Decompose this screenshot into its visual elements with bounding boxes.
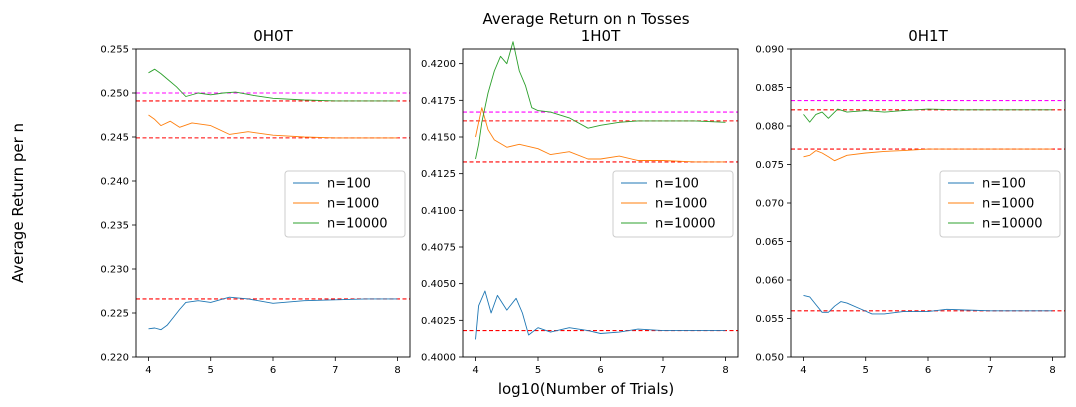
legend-label: n=1000 (982, 197, 1034, 212)
series-line-n-100 (803, 294, 1053, 315)
legend-box (939, 170, 1061, 238)
legend-label: n=10000 (327, 217, 388, 232)
y-tick-label: 0.230 (100, 265, 129, 276)
y-tick-label: 0.4125 (421, 169, 456, 180)
y-tick-label: 0.050 (755, 353, 784, 364)
y-tick-label: 0.4200 (421, 59, 456, 70)
series-line-n-100 (148, 296, 398, 331)
chart-panel-3: 0H1T 4 5 6 7 8 0.050 0.055 0.060 0.065 0.070 0.075 0… (755, 27, 1066, 376)
y-tick-label: 0.225 (100, 309, 129, 320)
x-tick-label: 5 (535, 365, 541, 376)
x-tick-label: 8 (722, 365, 728, 376)
y-tick-label: 0.090 (755, 45, 784, 56)
chart-panel-1: 0H0T 4 5 6 7 8 0.220 0.225 0.230 0.235 0.240 0.245 0… (100, 27, 411, 376)
x-tick-label: 7 (332, 365, 338, 376)
panel-title: 1H0T (581, 27, 621, 45)
y-tick-label: 0.220 (100, 353, 129, 364)
x-tick-label: 6 (925, 365, 931, 376)
y-tick-label: 0.235 (100, 221, 129, 232)
y-tick-label: 0.4150 (421, 133, 456, 144)
chart-panel-2: 1H0T 4 5 6 7 8 0.4000 0.4025 0.4050 0.4075 0.4100 0… (421, 27, 739, 376)
series-line-n-10000 (148, 68, 398, 102)
figure-xlabel: log10(Number of Trials) (498, 380, 674, 398)
series-line-n-1000 (475, 107, 726, 163)
y-tick-label: 0.075 (755, 160, 784, 171)
y-tick-label: 0.4000 (421, 353, 456, 364)
y-tick-label: 0.4075 (421, 243, 456, 254)
x-tick-label: 4 (145, 365, 151, 376)
legend: n=100 n=1000 n=10000 (284, 170, 406, 238)
y-tick-label: 0.060 (755, 276, 784, 287)
legend-label: n=100 (982, 177, 1026, 192)
legend-label: n=10000 (982, 217, 1043, 232)
y-tick-label: 0.4050 (421, 279, 456, 290)
series-line-n-10000 (803, 108, 1053, 123)
legend-label: n=10000 (655, 217, 716, 232)
y-tick-label: 0.070 (755, 199, 784, 210)
legend-label: n=100 (327, 177, 371, 192)
series-line-n-10000 (475, 41, 726, 160)
x-tick-label: 4 (472, 365, 478, 376)
legend-label: n=1000 (327, 197, 379, 212)
y-tick-label: 0.065 (755, 237, 784, 248)
figure-suptitle: Average Return on n Tosses (482, 10, 689, 28)
x-tick-label: 8 (394, 365, 400, 376)
x-tick-label: 5 (208, 365, 214, 376)
x-tick-label: 5 (863, 365, 869, 376)
legend-box (612, 170, 734, 238)
y-tick-label: 0.250 (100, 89, 129, 100)
series-line-n-100 (475, 290, 726, 340)
panel-title: 0H1T (908, 27, 948, 45)
panel-title: 0H0T (253, 27, 293, 45)
y-tick-label: 0.085 (755, 83, 784, 94)
legend-label: n=100 (655, 177, 699, 192)
y-tick-label: 0.4025 (421, 316, 456, 327)
legend-label: n=1000 (655, 197, 707, 212)
x-tick-label: 6 (270, 365, 276, 376)
x-tick-label: 4 (800, 365, 806, 376)
y-tick-label: 0.4100 (421, 206, 456, 217)
legend-box (284, 170, 406, 238)
x-tick-label: 7 (660, 365, 666, 376)
y-tick-label: 0.255 (100, 45, 129, 56)
legend: n=100 n=1000 n=10000 (939, 170, 1061, 238)
chart-panels: 0H0T 4 5 6 7 8 0.220 0.225 0.230 0.235 0.240 0.245 0… (100, 27, 1066, 376)
y-tick-label: 0.4175 (421, 96, 456, 107)
x-tick-label: 8 (1049, 365, 1055, 376)
y-tick-label: 0.055 (755, 314, 784, 325)
legend: n=100 n=1000 n=10000 (612, 170, 734, 238)
y-tick-label: 0.080 (755, 122, 784, 133)
x-tick-label: 7 (987, 365, 993, 376)
y-tick-label: 0.245 (100, 133, 129, 144)
x-tick-label: 6 (597, 365, 603, 376)
y-tick-label: 0.240 (100, 177, 129, 188)
series-line-n-1000 (148, 114, 398, 139)
series-line-n-1000 (803, 148, 1053, 162)
figure-ylabel: Average Return per n (9, 123, 27, 283)
